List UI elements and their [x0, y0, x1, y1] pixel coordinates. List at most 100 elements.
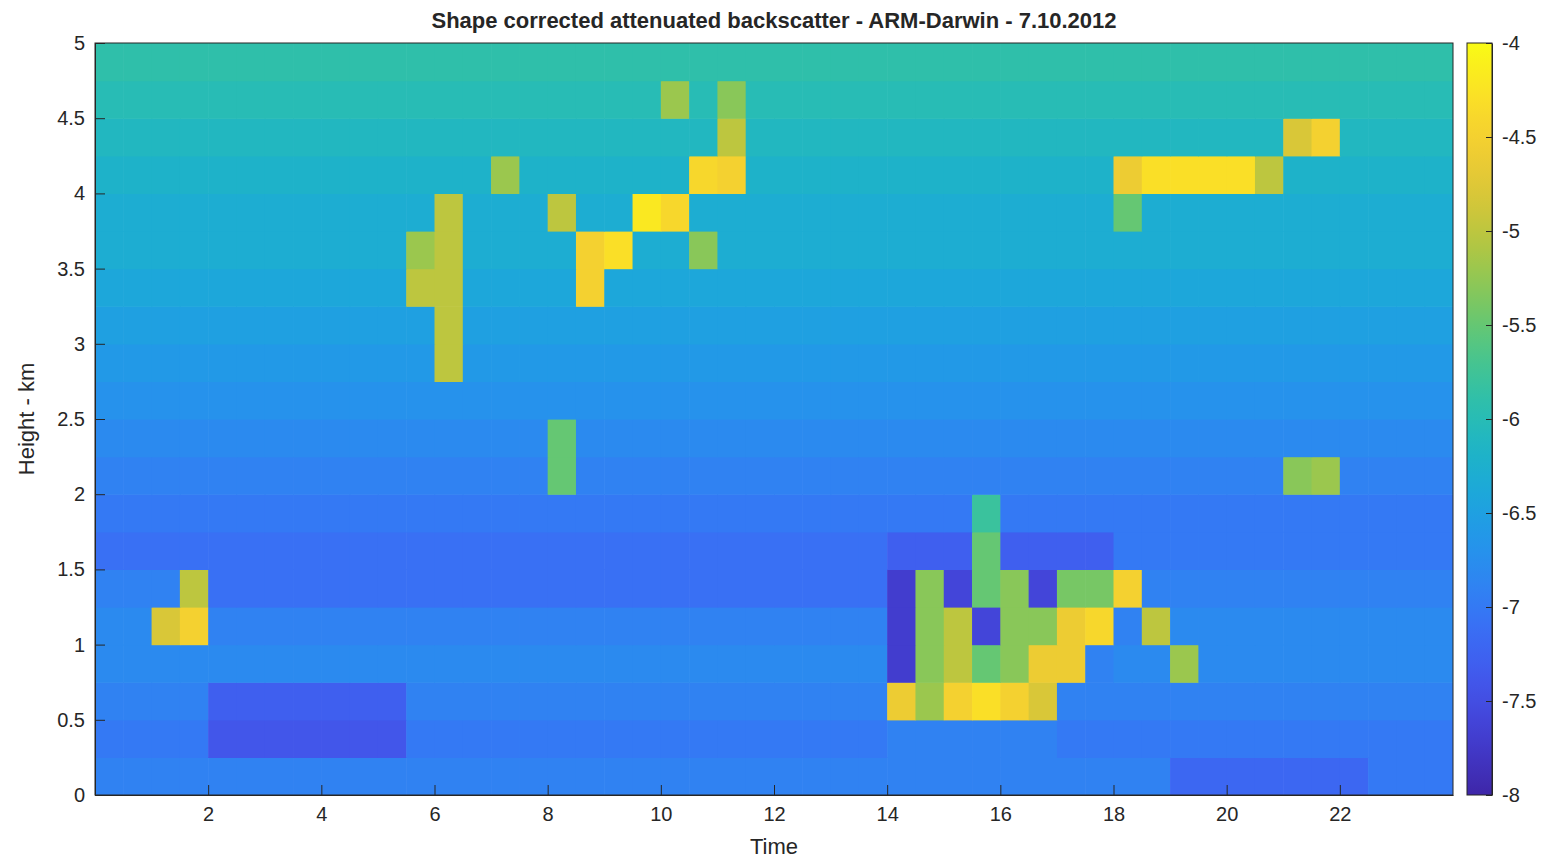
- cell: [236, 81, 265, 119]
- cell: [802, 193, 831, 231]
- cell: [463, 381, 492, 419]
- tick-label: 3.5: [57, 258, 85, 280]
- tick: 3: [74, 333, 105, 355]
- cell: [463, 118, 492, 156]
- cell: [236, 156, 265, 194]
- cell: [859, 720, 888, 758]
- cell: [236, 645, 265, 683]
- cell: [859, 118, 888, 156]
- tick-mark: [1114, 785, 1115, 795]
- cell: [208, 43, 237, 81]
- cell: [661, 118, 690, 156]
- cell: [802, 306, 831, 344]
- cell: [519, 193, 548, 231]
- tick: 16: [990, 785, 1012, 825]
- cell: [1227, 569, 1256, 607]
- cell: [1368, 494, 1397, 532]
- cell: [463, 494, 492, 532]
- cell: [1255, 569, 1284, 607]
- cell: [915, 344, 944, 382]
- cell: [519, 532, 548, 570]
- cell: [435, 269, 464, 307]
- cell: [1340, 231, 1369, 269]
- tick-mark: [1486, 325, 1492, 326]
- cell: [1255, 494, 1284, 532]
- tick: 5: [74, 32, 105, 54]
- cell: [1312, 156, 1341, 194]
- cell: [1085, 81, 1114, 119]
- cell: [1000, 381, 1029, 419]
- cell: [1142, 231, 1171, 269]
- cell: [972, 607, 1001, 645]
- cell: [1425, 306, 1453, 344]
- cell: [123, 306, 152, 344]
- cell: [1170, 193, 1199, 231]
- cell: [887, 457, 916, 495]
- cell: [1029, 494, 1058, 532]
- cell: [491, 532, 520, 570]
- cell: [1085, 645, 1114, 683]
- cell: [831, 156, 860, 194]
- cell: [123, 569, 152, 607]
- cell: [180, 344, 209, 382]
- cell: [633, 381, 662, 419]
- cell: [1114, 344, 1143, 382]
- cell: [180, 81, 209, 119]
- cell: [859, 757, 888, 795]
- cell: [746, 118, 775, 156]
- tick: 1.5: [57, 558, 105, 580]
- tick-label: 2.5: [57, 408, 85, 430]
- cell: [1085, 757, 1114, 795]
- cell: [236, 193, 265, 231]
- cell: [746, 156, 775, 194]
- cell: [123, 43, 152, 81]
- cell: [321, 231, 350, 269]
- cell: [208, 306, 237, 344]
- cell: [774, 757, 803, 795]
- cell: [689, 645, 718, 683]
- tick: 0: [74, 784, 105, 806]
- tick: -7: [1486, 596, 1520, 618]
- cell: [152, 231, 181, 269]
- tick-mark: [1340, 785, 1341, 795]
- tick-mark: [1486, 43, 1492, 44]
- tick-mark: [1486, 795, 1492, 796]
- cell: [435, 193, 464, 231]
- cell: [548, 193, 577, 231]
- cell: [406, 344, 435, 382]
- cell: [95, 269, 124, 307]
- cell: [944, 757, 973, 795]
- cell: [406, 757, 435, 795]
- cell: [435, 494, 464, 532]
- cell: [1142, 720, 1171, 758]
- cell: [406, 720, 435, 758]
- cell: [576, 118, 605, 156]
- cell: [95, 193, 124, 231]
- cell: [435, 720, 464, 758]
- cell: [1000, 494, 1029, 532]
- cell: [1227, 720, 1256, 758]
- cell: [1283, 231, 1312, 269]
- cell: [1142, 43, 1171, 81]
- cell: [1170, 269, 1199, 307]
- cell: [859, 457, 888, 495]
- cell: [1425, 344, 1453, 382]
- cell: [548, 419, 577, 457]
- tick-label: 4: [74, 182, 85, 204]
- cell: [548, 344, 577, 382]
- cell: [548, 231, 577, 269]
- cell: [604, 645, 633, 683]
- cell: [1283, 645, 1312, 683]
- cell: [378, 645, 407, 683]
- cell: [463, 231, 492, 269]
- cell: [180, 757, 209, 795]
- cell: [406, 81, 435, 119]
- cell: [1283, 569, 1312, 607]
- cell: [208, 344, 237, 382]
- cell: [180, 381, 209, 419]
- cell: [208, 645, 237, 683]
- cell: [123, 81, 152, 119]
- cell: [1340, 419, 1369, 457]
- cell: [1396, 419, 1425, 457]
- cell: [152, 156, 181, 194]
